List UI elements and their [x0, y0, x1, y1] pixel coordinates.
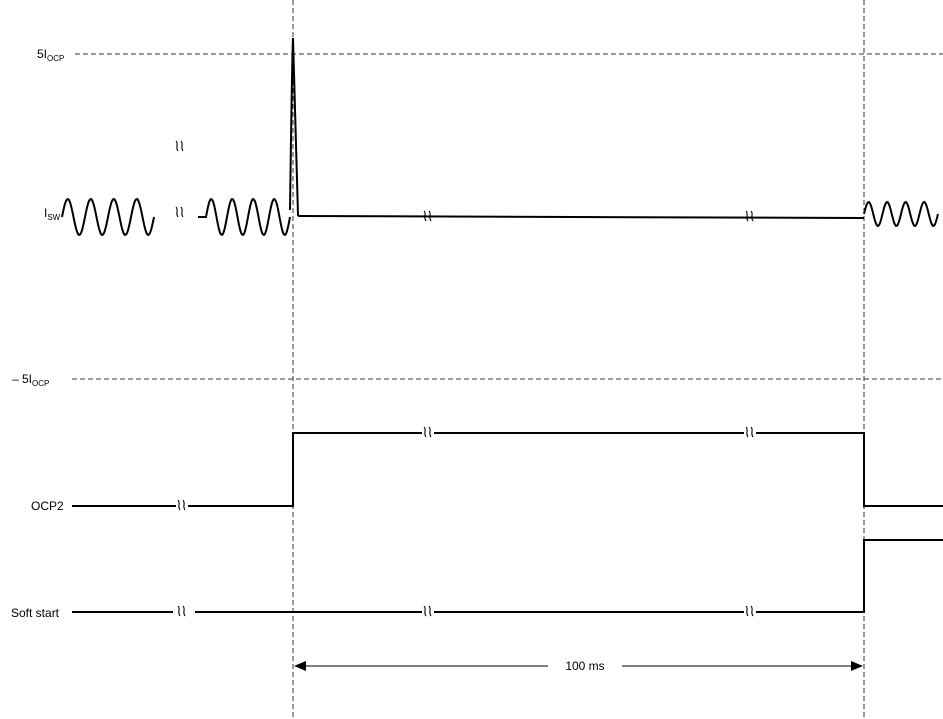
isw-sine-burst-2	[198, 197, 291, 237]
ocp2-break-2	[423, 426, 432, 438]
isw-break-symbol-upper	[175, 140, 184, 152]
isw-overcurrent-spike	[289, 37, 299, 217]
ocp2-label: OCP2	[31, 499, 64, 513]
negative-limit-label: – 5IOCP	[12, 372, 49, 388]
ocp2-break-3	[745, 426, 754, 438]
isw-sine-burst-1	[61, 197, 155, 237]
isw-break-2	[745, 210, 754, 222]
isw-break-1	[423, 210, 432, 222]
isw-label: ISW	[44, 206, 61, 222]
soft-start-trace	[72, 539, 943, 613]
soft-start-break-2	[423, 605, 432, 617]
isw-break-symbol-lower	[175, 206, 184, 218]
isw-off-line	[297, 215, 865, 219]
ocp2-break-1	[177, 499, 186, 511]
soft-start-break-1	[177, 605, 186, 617]
ocp2-trace	[72, 432, 943, 507]
duration-label: 100 ms	[565, 659, 604, 673]
positive-limit-label: 5IOCP	[37, 47, 64, 63]
isw-sine-burst-3	[863, 200, 939, 228]
soft-start-label: Soft start	[11, 606, 60, 620]
soft-start-break-3	[745, 605, 754, 617]
duration-dimension: 100 ms	[294, 659, 863, 673]
